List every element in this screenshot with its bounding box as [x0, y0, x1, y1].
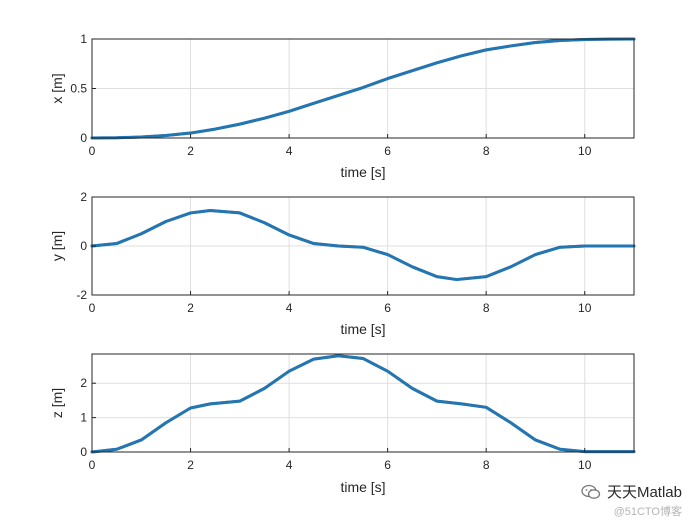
watermark-title: 天天Matlab	[606, 484, 682, 501]
y-tick-label: 0	[80, 131, 87, 145]
x-axis-label: time [s]	[340, 164, 385, 180]
y-tick-label: -2	[76, 288, 87, 302]
x-tick-label: 10	[578, 458, 592, 472]
x-tick-label: 2	[187, 458, 194, 472]
x-tick-label: 2	[187, 301, 194, 315]
watermark-subtitle: @51CTO博客	[613, 506, 682, 518]
x-tick-label: 4	[286, 144, 293, 158]
watermark: 天天Matlab @51CTO博客	[581, 481, 682, 519]
x-tick-label: 8	[483, 458, 490, 472]
y-tick-label: 1	[80, 32, 87, 46]
x-axis-label: time [s]	[340, 321, 385, 337]
x-tick-label: 6	[384, 458, 391, 472]
x-tick-label: 2	[187, 144, 194, 158]
subplot-3: 0 2 4 6 8 10 0 1 2 time [s] z [m]	[49, 353, 636, 495]
x-tick-label: 10	[578, 144, 592, 158]
x-tick-label: 0	[89, 301, 96, 315]
series-line-1	[90, 354, 636, 454]
axis-frame	[91, 353, 635, 453]
y-axis-label: x [m]	[49, 73, 65, 103]
x-tick-label: 8	[483, 144, 490, 158]
y-tick-label: 0	[80, 239, 87, 253]
subplot-1: 0 2 4 6 8 10 0 0.5 1 time [s] x [m]	[49, 32, 636, 180]
watermark-row: 天天Matlab	[581, 481, 682, 502]
y-axis-label: y [m]	[49, 231, 65, 261]
x-tick-label: 0	[89, 144, 96, 158]
x-tick-label: 4	[286, 458, 293, 472]
x-tick-label: 8	[483, 301, 490, 315]
series-underlay-line	[90, 208, 636, 282]
y-tick-label: 1	[80, 411, 87, 425]
x-tick-label: 6	[384, 301, 391, 315]
y-tick-label: 2	[80, 376, 87, 390]
series-line-1	[90, 208, 636, 282]
y-tick-label: 2	[80, 190, 87, 204]
wechat-icon	[581, 484, 601, 499]
x-tick-label: 4	[286, 301, 293, 315]
x-tick-label: 6	[384, 144, 391, 158]
series-line-1	[90, 37, 636, 140]
y-tick-label: 0	[80, 445, 87, 459]
y-axis-label: z [m]	[49, 388, 65, 418]
y-tick-label: 0.5	[70, 82, 87, 96]
x-tick-label: 10	[578, 301, 592, 315]
x-axis-label: time [s]	[340, 479, 385, 495]
x-tick-label: 0	[89, 458, 96, 472]
series-underlay-line	[90, 354, 636, 454]
